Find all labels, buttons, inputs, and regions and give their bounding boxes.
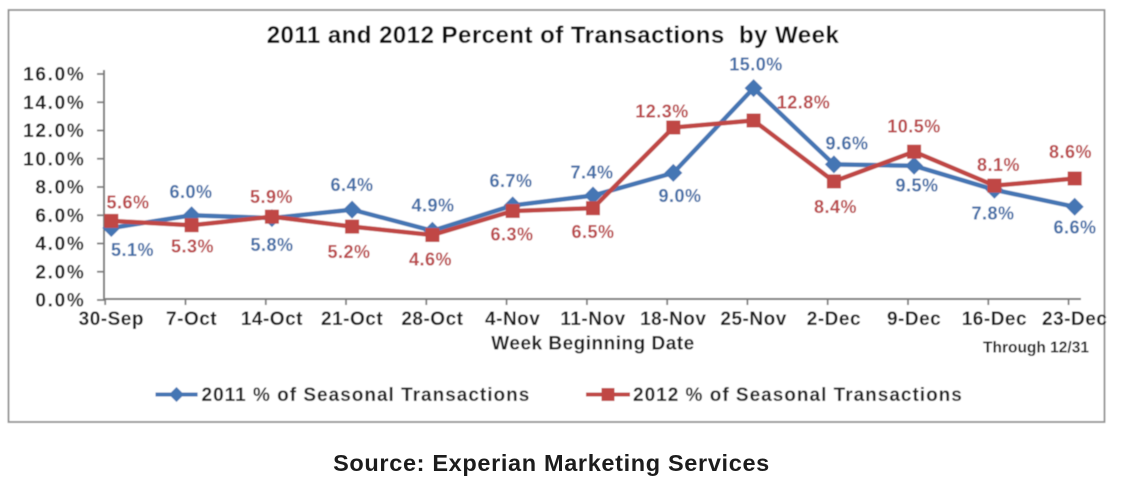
svg-text:9.6%: 9.6% (825, 134, 868, 154)
svg-text:8.0%: 8.0% (35, 178, 85, 199)
svg-text:21-Oct: 21-Oct (321, 309, 383, 330)
svg-text:0.0%: 0.0% (35, 291, 85, 312)
svg-text:6.6%: 6.6% (1053, 218, 1096, 238)
svg-text:Source: Experian Marketing Ser: Source: Experian Marketing Services (333, 450, 770, 476)
svg-text:14.0%: 14.0% (23, 93, 85, 114)
svg-text:Week Beginning Date: Week Beginning Date (491, 334, 694, 355)
svg-text:14-Oct: 14-Oct (241, 309, 303, 330)
svg-text:5.3%: 5.3% (171, 237, 214, 257)
svg-text:6.4%: 6.4% (330, 175, 373, 195)
svg-text:9-Dec: 9-Dec (887, 309, 941, 330)
svg-text:12.8%: 12.8% (777, 93, 831, 113)
svg-text:11-Nov: 11-Nov (560, 309, 625, 330)
svg-text:8.6%: 8.6% (1049, 142, 1092, 162)
svg-text:5.1%: 5.1% (111, 240, 154, 260)
svg-text:4-Nov: 4-Nov (485, 309, 540, 330)
svg-text:10.5%: 10.5% (887, 117, 941, 137)
svg-text:5.9%: 5.9% (250, 187, 293, 207)
svg-text:28-Oct: 28-Oct (401, 309, 463, 330)
svg-text:6.3%: 6.3% (490, 225, 533, 245)
svg-text:8.1%: 8.1% (977, 155, 1020, 175)
svg-text:6.7%: 6.7% (489, 171, 532, 191)
svg-text:6.0%: 6.0% (169, 182, 212, 202)
svg-text:6.5%: 6.5% (571, 222, 614, 242)
svg-text:6.0%: 6.0% (35, 206, 85, 227)
svg-text:4.9%: 4.9% (411, 196, 454, 216)
svg-text:2011 and 2012 Percent of Trans: 2011 and 2012 Percent of Transactions by… (267, 22, 840, 49)
svg-text:7-Oct: 7-Oct (166, 309, 217, 330)
svg-text:5.6%: 5.6% (106, 193, 149, 213)
svg-text:Through 12/31: Through 12/31 (983, 340, 1089, 357)
svg-text:9.5%: 9.5% (895, 176, 938, 196)
svg-text:12.3%: 12.3% (635, 102, 689, 122)
svg-text:12.0%: 12.0% (23, 121, 85, 142)
svg-text:16.0%: 16.0% (23, 65, 85, 86)
svg-text:23-Dec: 23-Dec (1042, 309, 1107, 330)
svg-text:4.6%: 4.6% (409, 250, 452, 270)
svg-text:2.0%: 2.0% (35, 262, 85, 283)
svg-text:7.8%: 7.8% (971, 204, 1014, 224)
svg-text:9.0%: 9.0% (658, 186, 701, 206)
svg-text:2012 % of Seasonal Transaction: 2012 % of Seasonal Transactions (633, 385, 963, 406)
svg-text:5.8%: 5.8% (250, 235, 293, 255)
svg-text:2-Dec: 2-Dec (807, 309, 861, 330)
svg-text:5.2%: 5.2% (327, 242, 370, 262)
svg-text:4.0%: 4.0% (35, 234, 85, 255)
svg-text:30-Sep: 30-Sep (79, 309, 144, 330)
svg-text:15.0%: 15.0% (729, 55, 783, 75)
svg-text:18-Nov: 18-Nov (640, 309, 706, 330)
svg-text:8.4%: 8.4% (814, 197, 857, 217)
svg-text:7.4%: 7.4% (570, 163, 613, 183)
svg-text:2011 % of Seasonal Transaction: 2011 % of Seasonal Transactions (202, 385, 531, 406)
svg-text:10.0%: 10.0% (23, 149, 85, 170)
svg-text:16-Dec: 16-Dec (962, 309, 1027, 330)
svg-text:25-Nov: 25-Nov (720, 309, 786, 330)
